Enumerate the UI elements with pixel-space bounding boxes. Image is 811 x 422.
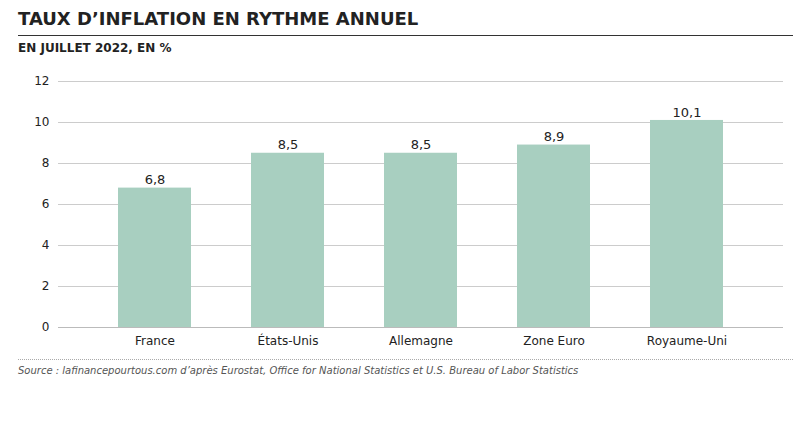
svg-text:Zone Euro: Zone Euro — [523, 334, 585, 348]
svg-text:Royaume-Uni: Royaume-Uni — [647, 334, 727, 348]
html-text:Source : lafinancepourtous.com: Source : lafinancepourtous.com d’après E… — [18, 365, 579, 376]
svg-text:Allemagne: Allemagne — [389, 334, 453, 348]
svg-text:4: 4 — [42, 238, 50, 252]
svg-text:0: 0 — [42, 320, 50, 334]
svg-text:6: 6 — [42, 197, 50, 211]
svg-text:2: 2 — [42, 279, 50, 293]
html-text:EN JUILLET 2022, EN %: EN JUILLET 2022, EN % — [18, 41, 172, 55]
svg-text:12: 12 — [34, 74, 49, 88]
svg-text:8,9: 8,9 — [544, 129, 565, 144]
svg-text:8: 8 — [42, 156, 50, 170]
svg-text:6,8: 6,8 — [145, 172, 166, 187]
svg-text:8,5: 8,5 — [278, 137, 299, 152]
html-text:TAUX D’INFLATION EN RYTHME ANN: TAUX D’INFLATION EN RYTHME ANNUEL — [18, 8, 419, 29]
svg-text:10: 10 — [34, 115, 49, 129]
svg-text:8,5: 8,5 — [411, 137, 432, 152]
svg-text:10,1: 10,1 — [673, 105, 702, 120]
svg-text:États-Unis: États-Unis — [258, 333, 319, 348]
svg-text:France: France — [135, 334, 175, 348]
